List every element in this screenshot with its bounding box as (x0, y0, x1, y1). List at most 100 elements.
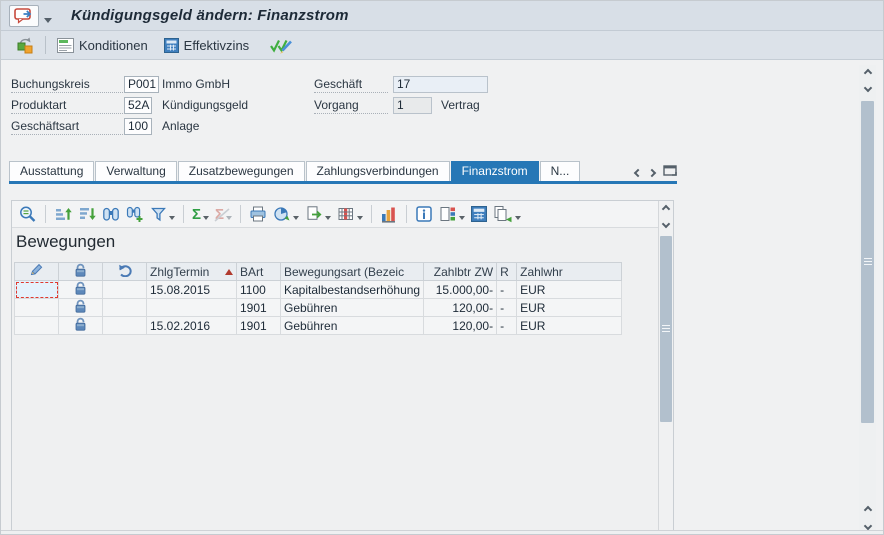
pie-chart-icon (273, 205, 291, 223)
chevron-down-icon (293, 216, 300, 220)
find-next-button[interactable] (124, 203, 146, 225)
grid-cell[interactable]: Gebühren (279, 316, 425, 335)
focused-cell[interactable] (14, 280, 59, 299)
double-check-pencil-icon (269, 37, 294, 54)
grid-scroll-down-button[interactable] (659, 216, 673, 231)
undo-column-header[interactable] (102, 262, 147, 281)
chevron-down-icon (44, 18, 52, 23)
tab-scroll-left-button[interactable] (633, 165, 643, 179)
subtotal-button[interactable]: Σ (213, 203, 234, 225)
goto-button[interactable] (11, 34, 39, 56)
tab-zusatzbewegungen[interactable]: Zusatzbewegungen (177, 161, 305, 181)
info-icon (415, 205, 433, 223)
graphic-button[interactable] (378, 203, 400, 225)
produktart-field[interactable]: 52A (124, 97, 152, 114)
info-button[interactable] (413, 203, 435, 225)
window-scroll-down-button[interactable] (859, 80, 876, 95)
grid-cell[interactable]: 1100 (236, 280, 281, 299)
grid-cell[interactable]: 15.08.2015 (146, 280, 237, 299)
window-scroll-up-button[interactable] (859, 65, 876, 80)
column-header-zhlgtermin[interactable]: ZhlgTermin (146, 262, 237, 281)
export-button[interactable] (303, 203, 333, 225)
tab-verwaltung[interactable]: Verwaltung (95, 161, 177, 181)
effektivzins-button[interactable]: Effektivzins (159, 36, 255, 55)
system-menu-button[interactable] (9, 5, 39, 27)
pencil-icon (29, 263, 44, 278)
grid-cell[interactable] (14, 298, 59, 317)
window-scrollbar-thumb[interactable] (861, 101, 874, 423)
window-scroll-up-button-bottom[interactable] (859, 502, 876, 517)
geschaeft-label: Geschäft (314, 77, 388, 93)
tab-strip: Ausstattung Verwaltung Zusatzbewegungen Zah… (9, 161, 677, 181)
grid-cell[interactable]: EUR (516, 298, 623, 317)
detach-tab-button[interactable] (663, 164, 677, 179)
list-icon (57, 37, 74, 53)
sum-button[interactable]: Σ (190, 203, 211, 225)
grid-cell[interactable]: Gebühren (279, 298, 425, 317)
grid-cell[interactable]: - (496, 298, 518, 317)
konditionen-button[interactable]: Konditionen (52, 36, 153, 55)
system-menu-dropdown[interactable] (41, 5, 55, 27)
tab-ausstattung[interactable]: Ausstattung (9, 161, 95, 181)
tab-zahlungsverbindungen[interactable]: Zahlungsverbindungen (305, 161, 450, 181)
grid-cell[interactable]: 120,00- (423, 316, 498, 335)
layout-button[interactable] (437, 203, 467, 225)
filter-icon (150, 206, 167, 223)
grid-cell[interactable]: Kapitalbestandserhöhung (279, 280, 425, 299)
check-and-change-button[interactable] (264, 35, 299, 56)
sort-ascending-button[interactable] (52, 203, 74, 225)
tab-finanzstrom[interactable]: Finanzstrom (450, 161, 539, 181)
geschaeftsart-desc: Anlage (162, 119, 200, 133)
geschaeftsart-label: Geschäftsart (11, 119, 123, 135)
row-lock-cell[interactable] (58, 298, 103, 317)
details-button[interactable] (16, 203, 39, 225)
grid-cell[interactable]: - (496, 280, 518, 299)
chevron-down-icon (863, 83, 872, 92)
chevron-down-icon (357, 216, 364, 220)
produktart-desc: Kündigungsgeld (162, 98, 249, 112)
tab-scroll-right-button[interactable] (647, 165, 657, 179)
grid-cell[interactable]: 15.02.2016 (146, 316, 237, 335)
calculator-button[interactable] (469, 203, 489, 225)
buchungskreis-label: Buchungskreis (11, 77, 123, 93)
column-header-r[interactable]: R (496, 262, 518, 281)
chevron-down-icon (863, 521, 872, 530)
grid-cell[interactable] (102, 280, 147, 299)
tab-n[interactable]: N... (539, 161, 581, 181)
filter-button[interactable] (148, 203, 177, 225)
grid-cell[interactable] (146, 298, 237, 317)
buchungskreis-field[interactable]: P001 (124, 76, 159, 93)
header-row: ZhlgTermin BArt Bewegungsart (Bezeic Zah… (14, 262, 623, 281)
bewegungen-table: ZhlgTermin BArt Bewegungsart (Bezeic Zah… (14, 262, 623, 335)
column-header-zahlbtr[interactable]: Zahlbtr ZW (423, 262, 498, 281)
grid-cell[interactable]: EUR (516, 280, 623, 299)
grid-cell[interactable] (102, 316, 147, 335)
geschaeftsart-field[interactable]: 100 (124, 118, 152, 135)
geschaeft-field[interactable]: 17 (393, 76, 488, 93)
grid-cell[interactable]: 1901 (236, 316, 281, 335)
grid-cell[interactable]: EUR (516, 316, 623, 335)
edit-column-header[interactable] (14, 262, 59, 281)
vorgang-field[interactable]: 1 (393, 97, 432, 114)
column-header-zahlwhr[interactable]: Zahlwhr (516, 262, 623, 281)
sort-descending-button[interactable] (76, 203, 98, 225)
grid-scroll-up-button[interactable] (659, 201, 673, 216)
grid-cell[interactable]: 1901 (236, 298, 281, 317)
column-settings-button[interactable] (335, 203, 365, 225)
lock-column-header[interactable] (58, 262, 103, 281)
grid-cell[interactable]: 15.000,00- (423, 280, 498, 299)
find-button[interactable] (100, 203, 122, 225)
grid-cell[interactable]: - (496, 316, 518, 335)
column-header-bart[interactable]: BArt (236, 262, 281, 281)
grid-cell[interactable] (102, 298, 147, 317)
column-header-bewegungsart[interactable]: Bewegungsart (Bezeic (279, 262, 425, 281)
grid-cell[interactable]: 120,00- (423, 298, 498, 317)
print-button[interactable] (247, 203, 269, 225)
konditionen-label: Konditionen (79, 37, 148, 53)
copy-export-button[interactable] (491, 203, 523, 225)
views-button[interactable] (271, 203, 301, 225)
grid-cell[interactable] (14, 316, 59, 335)
grid-scrollbar-thumb[interactable] (660, 236, 672, 422)
row-lock-cell[interactable] (58, 316, 103, 335)
row-lock-cell[interactable] (58, 280, 103, 299)
